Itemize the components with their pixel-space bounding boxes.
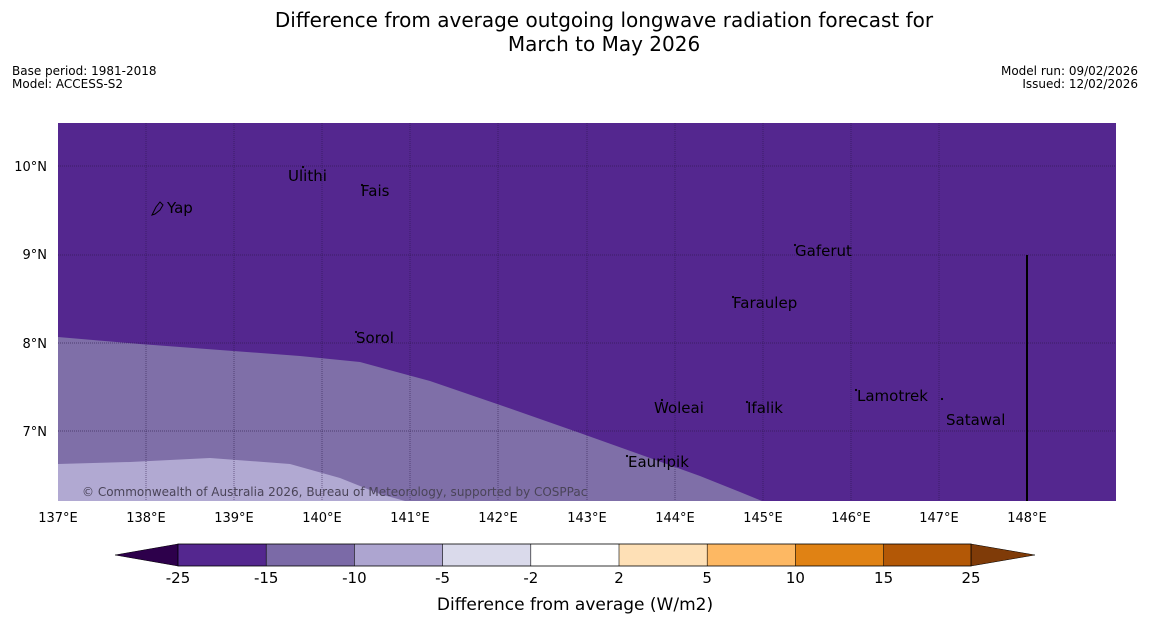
model-name: Model: ACCESS-S2 <box>12 77 124 91</box>
lat-axis-labels: 10°N 9°N 8°N 7°N <box>14 160 47 440</box>
issued-date: Issued: 12/02/2026 <box>1022 77 1138 91</box>
lon-label: 148°E <box>1007 511 1047 526</box>
region-light <box>58 458 405 501</box>
place-label: Sorol <box>356 329 394 347</box>
fais-dot <box>360 183 364 187</box>
ulithi-dot <box>301 165 305 169</box>
island-markers <box>151 165 944 458</box>
title-line-2: March to May 2026 <box>507 32 701 56</box>
copyright-text: © Commonwealth of Australia 2026, Bureau… <box>82 485 587 499</box>
woleai-dot <box>660 398 664 402</box>
map-panel[interactable]: Yap Ulithi Fais Gaferut Faraulep Sorol W… <box>58 123 1116 501</box>
ifalik-dot <box>745 400 749 404</box>
faraulep-dot <box>731 295 735 299</box>
colorbar-over-triangle <box>970 543 1036 567</box>
place-label: Woleai <box>654 399 704 417</box>
colorbar-ticks: -25 -15 -10 -5 -2 2 5 10 15 25 <box>166 569 981 587</box>
lamotrek-dot <box>854 388 858 392</box>
colorbar-label: Difference from average (W/m2) <box>437 595 713 615</box>
colorbar-tick: 25 <box>961 569 980 587</box>
colorbar-dividers <box>265 544 884 566</box>
colorbar-outline <box>177 543 972 567</box>
gaferut-dot <box>793 243 797 247</box>
lon-label: 140°E <box>302 511 342 526</box>
colorbar-tick: 15 <box>874 569 893 587</box>
lon-axis-labels: 137°E 138°E 139°E 140°E 141°E 142°E 143°… <box>38 511 1047 526</box>
graticule-lon <box>145 123 940 501</box>
place-label: Faraulep <box>733 294 797 312</box>
place-label: Ulithi <box>288 167 327 185</box>
colorbar-tick: 5 <box>702 569 712 587</box>
lon-label: 138°E <box>126 511 166 526</box>
colorbar-segment <box>883 544 971 566</box>
base-period: Base period: 1981-2018 <box>12 64 157 78</box>
lat-label: 10°N <box>14 160 47 175</box>
colorbar-segment <box>707 544 796 566</box>
lon-label: 147°E <box>919 511 959 526</box>
satawal-dot <box>940 397 944 401</box>
colorbar-segment <box>178 544 267 566</box>
colorbar-segment <box>442 544 531 566</box>
colorbar-tick: 2 <box>614 569 624 587</box>
lon-label: 142°E <box>478 511 518 526</box>
lon-label: 146°E <box>831 511 871 526</box>
colorbar-tick: -10 <box>342 569 367 587</box>
chart-title: Difference from average outgoing longwav… <box>0 8 1150 56</box>
colorbar-segment <box>795 544 884 566</box>
lon-label: 143°E <box>567 511 607 526</box>
model-run: Model run: 09/02/2026 <box>1000 64 1138 78</box>
lon-label: 139°E <box>214 511 254 526</box>
lon-label: 141°E <box>390 511 430 526</box>
metadata-right: Model run: 09/02/2026 Issued: 12/02/2026 <box>1001 65 1138 91</box>
place-label: Satawal <box>946 411 1005 429</box>
colorbar-segment <box>530 544 619 566</box>
place-label: Gaferut <box>795 242 852 260</box>
sorol-dot <box>354 330 358 334</box>
colorbar-segment <box>619 544 708 566</box>
colorbar-tick: -15 <box>254 569 279 587</box>
colorbar-segment <box>354 544 443 566</box>
place-label: Lamotrek <box>857 387 928 405</box>
place-label: Eauripik <box>628 453 689 471</box>
colorbar-segment <box>266 544 355 566</box>
place-label: Fais <box>361 182 390 200</box>
colorbar: -25 -15 -10 -5 -2 2 5 10 15 25 Differenc… <box>114 543 1036 615</box>
yap-island-shape <box>151 201 164 216</box>
place-label: Yap <box>166 199 193 217</box>
lon-label: 144°E <box>655 511 695 526</box>
colorbar-tick: -5 <box>435 569 450 587</box>
title-line-1: Difference from average outgoing longwav… <box>274 8 934 32</box>
lat-label: 7°N <box>23 425 48 440</box>
place-label: Ifalik <box>747 399 783 417</box>
lat-label: 9°N <box>23 248 48 263</box>
metadata-left: Base period: 1981-2018 Model: ACCESS-S2 <box>12 65 157 91</box>
lon-label: 137°E <box>38 511 78 526</box>
colorbar-tick: -25 <box>166 569 191 587</box>
lon-label: 145°E <box>743 511 783 526</box>
colorbar-under-triangle <box>114 543 179 567</box>
eauripik-dot <box>625 454 629 458</box>
lat-label: 8°N <box>23 337 48 352</box>
colorbar-tick: -2 <box>523 569 538 587</box>
colorbar-tick: 10 <box>786 569 805 587</box>
